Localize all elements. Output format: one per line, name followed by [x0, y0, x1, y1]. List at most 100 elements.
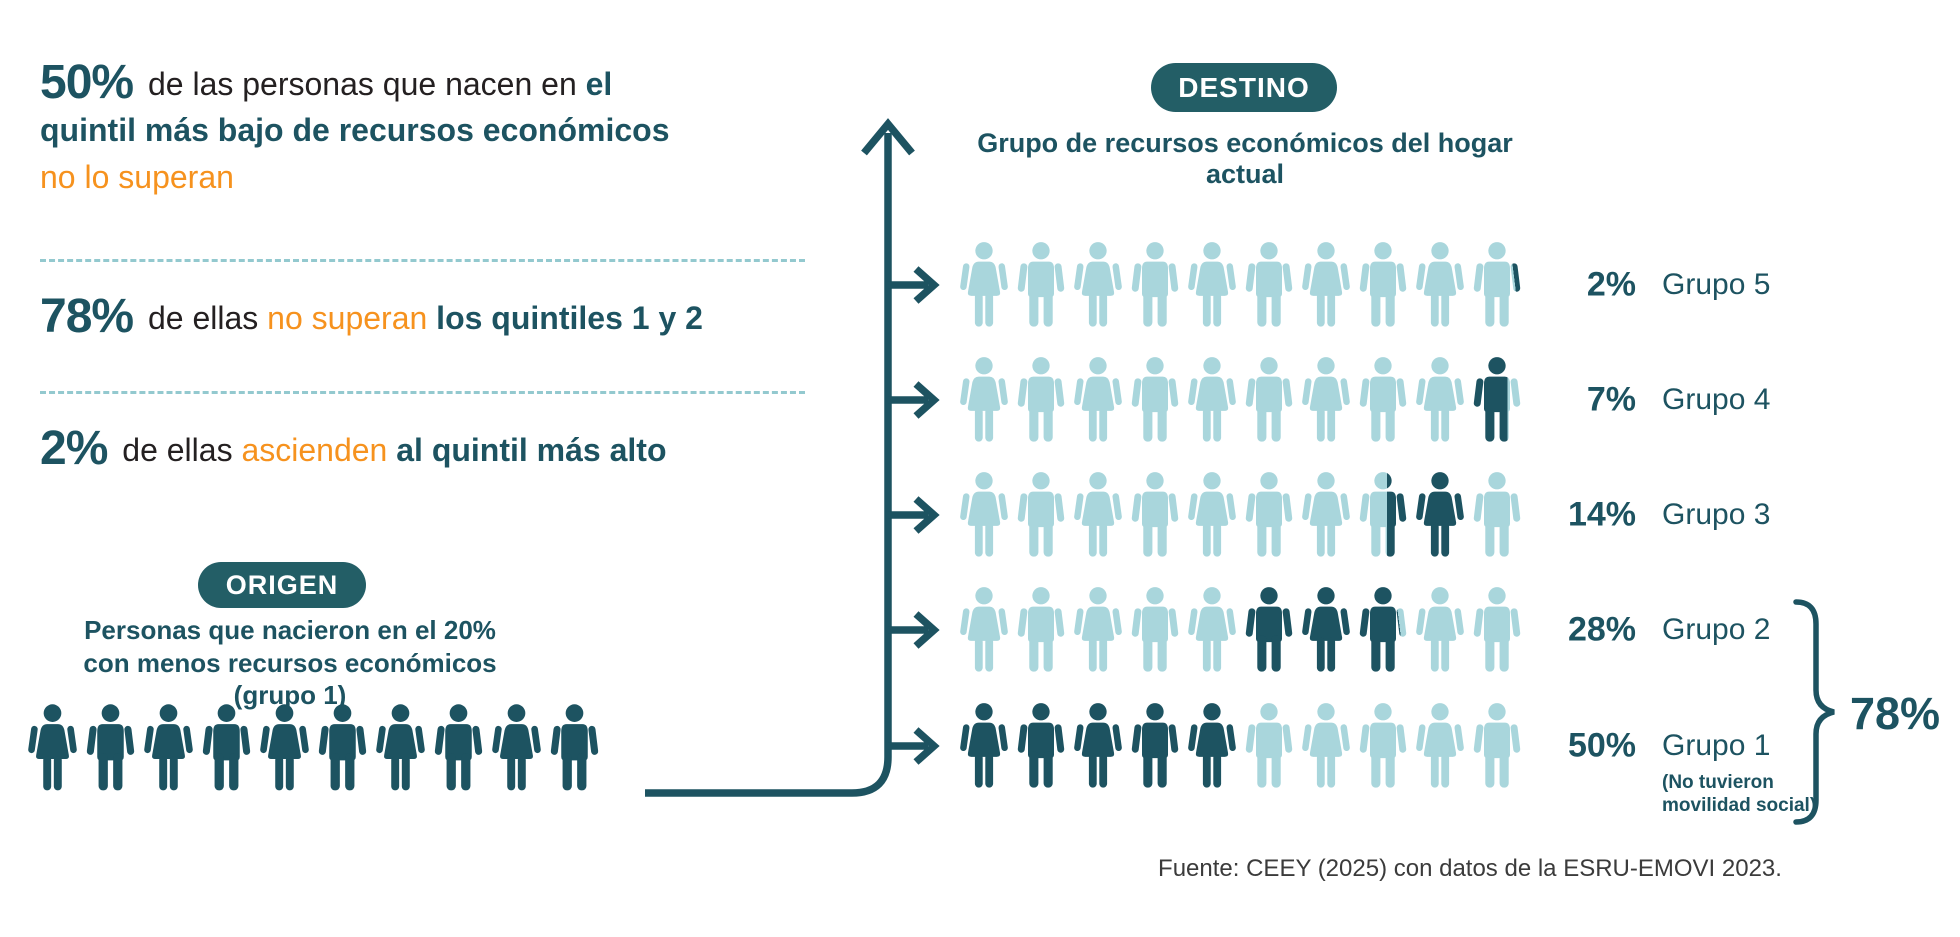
- person-icon-woman: [1073, 242, 1123, 327]
- person-icon-woman: [1187, 703, 1237, 788]
- source-note: Fuente: CEEY (2025) con datos de la ESRU…: [1158, 855, 1782, 882]
- person-icon-woman: [1073, 587, 1123, 672]
- stat-value: 2%: [40, 422, 108, 475]
- person-icon-woman: [1301, 242, 1351, 327]
- destination-row-grupo-2: 28% Grupo 2: [0, 584, 1960, 676]
- person-icon-man: [1131, 587, 1179, 672]
- person-icon-man: [1473, 242, 1521, 327]
- stat-text-segment: de ellas: [139, 300, 268, 336]
- arrow-up-head-icon: [861, 118, 915, 156]
- person-icon-woman: [1415, 703, 1465, 788]
- stat-text-segment: no superan: [267, 300, 428, 336]
- person-icon-man: [1017, 587, 1065, 672]
- row-percentage: 14%: [1567, 495, 1636, 534]
- person-icon-man: [1131, 472, 1179, 557]
- destination-row-grupo-4: 7% Grupo 4: [0, 354, 1960, 446]
- stat-value: 50%: [40, 56, 134, 109]
- destino-badge: DESTINO: [1151, 63, 1337, 112]
- row-percentage: 7%: [1586, 380, 1636, 419]
- branch-arrow-icon: [888, 266, 940, 304]
- stat-text-segment: no lo superan: [40, 158, 234, 195]
- person-icon-man: [1359, 357, 1407, 442]
- person-icon-woman: [1301, 472, 1351, 557]
- person-icon-woman: [1073, 703, 1123, 788]
- dashed-divider: [40, 259, 805, 262]
- person-icon-woman: [1415, 242, 1465, 327]
- row-group-label: Grupo 2: [1662, 613, 1771, 646]
- stat-2-percent: 2% de ellas ascienden al quintil más alt…: [40, 422, 760, 473]
- person-icon-man: [1473, 703, 1521, 788]
- person-icon-woman: [959, 357, 1009, 442]
- person-icon-woman: [1415, 472, 1465, 557]
- person-icon-man: [1473, 587, 1521, 672]
- pictogram-strip: [958, 700, 1523, 792]
- person-icon-man: [1131, 703, 1179, 788]
- person-icon-man: [1359, 242, 1407, 327]
- row-percentage: 28%: [1567, 610, 1636, 649]
- row-group-label: Grupo 3: [1662, 498, 1771, 531]
- person-icon-man: [1017, 242, 1065, 327]
- person-icon-man: [1359, 472, 1407, 557]
- arrow-spine: [645, 133, 892, 797]
- stat-text-segment: de las personas que nacen en: [139, 66, 586, 102]
- row-group-label: Grupo 1: [1662, 729, 1771, 762]
- pictogram-strip: [958, 239, 1523, 331]
- row-percentage: 50%: [1567, 726, 1636, 765]
- stat-text-segment: el quintil más bajo de recursos económic…: [40, 66, 670, 149]
- person-icon-man: [1245, 242, 1293, 327]
- dashed-divider: [40, 391, 805, 394]
- person-icon-woman: [1187, 357, 1237, 442]
- person-icon-man: [1359, 703, 1407, 788]
- person-icon-woman: [1301, 357, 1351, 442]
- person-icon-man: [1017, 472, 1065, 557]
- person-icon-woman: [1301, 703, 1351, 788]
- person-icon-woman: [1073, 472, 1123, 557]
- person-icon-man: [1245, 357, 1293, 442]
- person-icon-woman: [959, 587, 1009, 672]
- stat-text-segment: ascienden: [241, 432, 388, 468]
- origen-badge: ORIGEN: [198, 562, 366, 608]
- branch-arrow-icon: [888, 381, 940, 419]
- origen-badge-label: ORIGEN: [225, 569, 339, 600]
- person-icon-woman: [1187, 587, 1237, 672]
- person-icon-man: [1017, 703, 1065, 788]
- person-icon-woman: [959, 472, 1009, 557]
- stat-78-percent: 78% de ellas no superan los quintiles 1 …: [40, 290, 760, 341]
- person-icon-woman: [1415, 587, 1465, 672]
- origen-caption: Personas que nacieron en el 20% con meno…: [83, 615, 497, 710]
- stat-text-segment: de ellas: [113, 432, 242, 468]
- row-group-label: Grupo 4: [1662, 383, 1771, 416]
- person-icon-woman: [959, 242, 1009, 327]
- branch-arrow-icon: [888, 727, 940, 765]
- person-icon-man: [1131, 242, 1179, 327]
- destination-row-grupo-5: 2% Grupo 5: [0, 239, 1960, 331]
- pictogram-strip: [958, 354, 1523, 446]
- destino-badge-label: DESTINO: [1178, 71, 1310, 103]
- row-group-label: Grupo 5: [1662, 268, 1771, 301]
- person-icon-man: [1245, 587, 1293, 672]
- person-icon-man: [1473, 357, 1521, 442]
- person-icon-woman: [1187, 472, 1237, 557]
- person-icon-woman: [1301, 587, 1351, 672]
- branch-arrow-icon: [888, 611, 940, 649]
- person-icon-man: [1245, 703, 1293, 788]
- pictogram-strip: [958, 469, 1523, 561]
- person-icon-woman: [1415, 357, 1465, 442]
- person-icon-man: [1017, 357, 1065, 442]
- destination-row-grupo-3: 14% Grupo 3: [0, 469, 1960, 561]
- row-note: (No tuvieron movilidad social): [1662, 772, 1817, 816]
- person-icon-woman: [1187, 242, 1237, 327]
- person-icon-man: [1131, 357, 1179, 442]
- person-icon-man: [1245, 472, 1293, 557]
- flow-arrow: [645, 118, 940, 797]
- pictogram-strip: [958, 584, 1523, 676]
- person-icon-woman: [1073, 357, 1123, 442]
- stat-50-percent: 50% de las personas que nacen en el quin…: [40, 56, 700, 200]
- destino-caption: Grupo de recursos económicos del hogar a…: [977, 128, 1513, 189]
- aggregate-percentage: 78%: [1850, 688, 1941, 739]
- stat-text-segment: los quintiles 1 y 2: [427, 300, 703, 336]
- row-percentage: 2%: [1586, 265, 1636, 304]
- person-icon-man: [1473, 472, 1521, 557]
- stat-value: 78%: [40, 290, 134, 343]
